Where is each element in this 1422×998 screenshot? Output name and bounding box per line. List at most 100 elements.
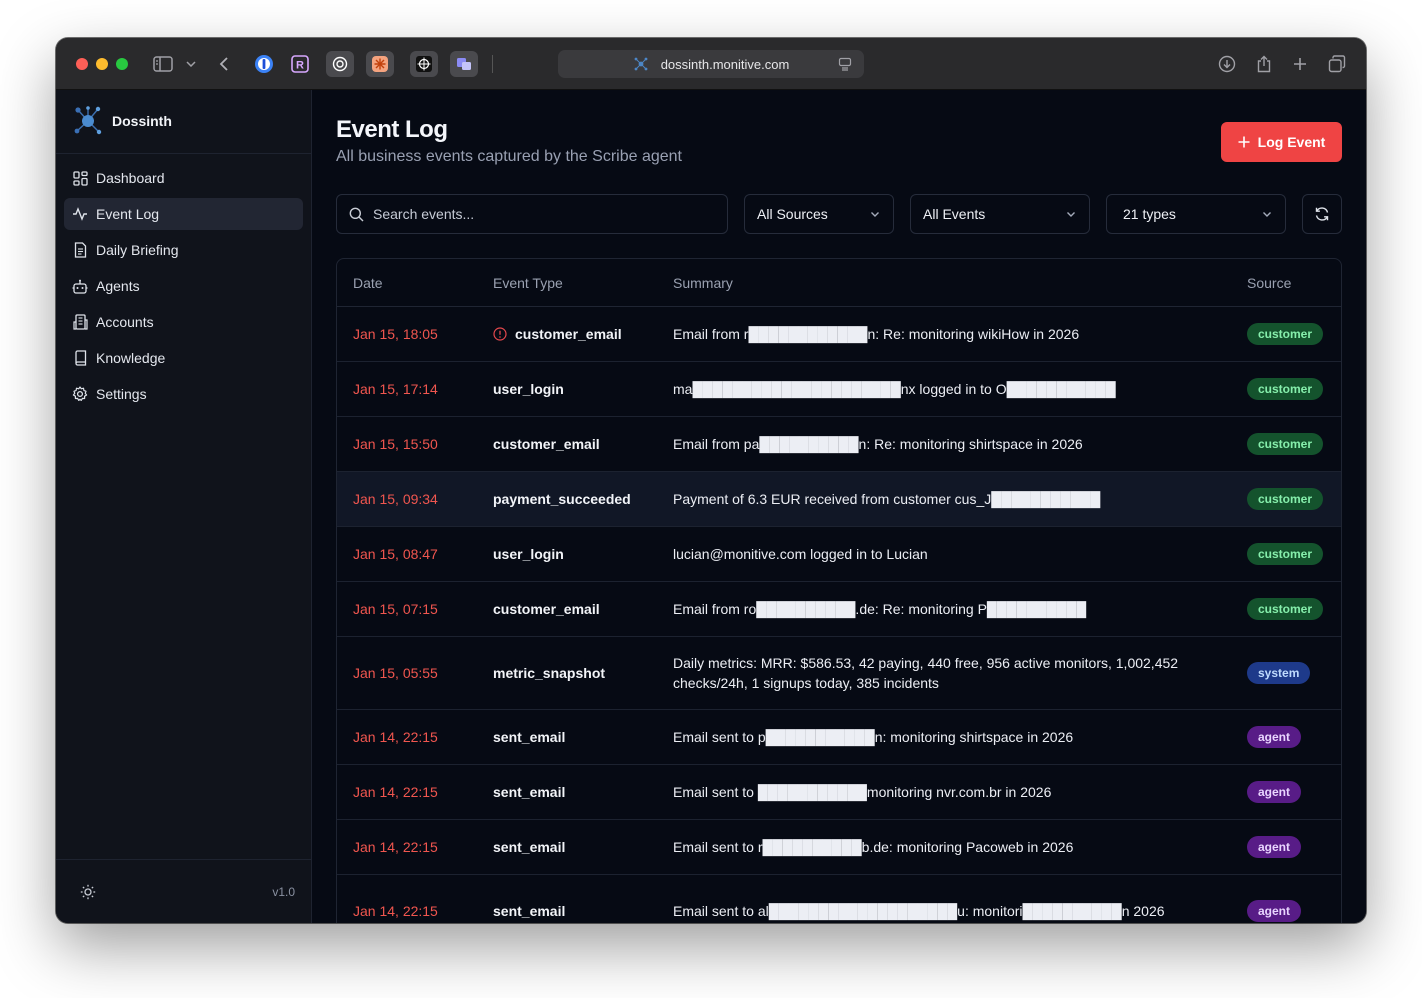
refresh-button[interactable] [1302,194,1342,234]
toolbar-divider [492,55,493,73]
event-filter-select[interactable]: All Events [910,194,1090,234]
plus-icon [1238,136,1250,148]
theme-toggle-sun-icon[interactable] [80,884,96,900]
browser-window: R dossinth.monitive.com [56,38,1366,923]
sidebar-item-knowledge[interactable]: Knowledge [64,342,303,374]
event-summary: Email from r████████████n: Re: monitorin… [673,326,1080,342]
terminal-extension-icon[interactable] [410,51,438,77]
event-date: Jan 14, 22:15 [353,839,438,855]
event-summary: Email from pa██████████n: Re: monitoring… [673,436,1083,452]
column-header-summary[interactable]: Summary [673,274,733,291]
event-type: sent_email [493,784,566,800]
table-row[interactable]: Jan 15, 18:05 customer_email Email from … [337,307,1341,362]
event-summary: Email sent to r██████████b.de: monitorin… [673,839,1074,855]
source-badge: agent [1247,836,1302,858]
source-filter-select[interactable]: All Sources [744,194,894,234]
source-filter-value: All Sources [757,206,828,222]
tab-overview-icon[interactable] [1326,53,1348,75]
openai-extension-icon[interactable] [326,51,354,77]
alert-circle-icon [493,327,507,341]
building-icon [72,314,88,330]
chevron-down-icon[interactable] [184,53,198,75]
brand-header: Dossinth [56,90,311,154]
reader-mode-icon[interactable] [838,57,852,71]
table-row[interactable]: Jan 15, 09:34 payment_succeeded Payment … [337,472,1341,527]
event-type: user_login [493,381,564,397]
source-badge: agent [1247,900,1302,922]
event-date: Jan 15, 15:50 [353,436,438,452]
table-row[interactable]: Jan 14, 22:15 sent_email Email sent to █… [337,765,1341,820]
event-date: Jan 15, 05:55 [353,665,438,681]
sidebar-nav: Dashboard Event Log Daily Briefing Agent… [64,162,303,414]
source-badge: customer [1247,378,1324,400]
page-title: Event Log [336,116,448,143]
table-row[interactable]: Jan 14, 22:15 sent_email Email sent to r… [337,820,1341,875]
claude-extension-icon[interactable] [366,51,394,77]
event-type: sent_email [493,903,566,919]
table-row[interactable]: Jan 14, 22:15 sent_email Email sent to p… [337,710,1341,765]
gear-icon [72,386,88,402]
event-date: Jan 15, 09:34 [353,491,438,507]
source-badge: agent [1247,726,1302,748]
grid-icon [72,170,88,186]
sidebar-item-dashboard[interactable]: Dashboard [64,162,303,194]
sidebar-item-label: Dashboard [96,170,165,186]
source-badge: customer [1247,323,1324,345]
sidebar-item-agents[interactable]: Agents [64,270,303,302]
close-window-button[interactable] [76,58,88,70]
sidebar-item-event-log[interactable]: Event Log [64,198,303,230]
minimize-window-button[interactable] [96,58,108,70]
event-summary: Email sent to al███████████████████u: mo… [673,903,1165,919]
url-text: dossinth.monitive.com [660,56,790,72]
event-filter-value: All Events [923,206,986,222]
column-header-event-type[interactable]: Event Type [493,274,563,291]
new-tab-icon[interactable] [1290,53,1310,75]
sidebar-footer: v1.0 [56,859,311,923]
share-icon[interactable] [1254,53,1274,75]
sidebar-item-settings[interactable]: Settings [64,378,303,410]
sidebar-toggle-icon[interactable] [152,53,174,75]
downloads-icon[interactable] [1216,53,1238,75]
search-input[interactable] [373,206,703,222]
sidebar-item-label: Daily Briefing [96,242,179,258]
column-header-date[interactable]: Date [353,274,383,291]
event-type: user_login [493,546,564,562]
event-type: sent_email [493,729,566,745]
app-name: Dossinth [112,113,172,129]
table-row[interactable]: Jan 15, 07:15 customer_email Email from … [337,582,1341,637]
sidebar-item-label: Event Log [96,206,160,222]
event-type: customer_email [515,326,622,342]
event-type: customer_email [493,436,600,452]
table-row[interactable]: Jan 14, 22:15 sent_email Email sent to a… [337,875,1341,923]
log-event-button[interactable]: Log Event [1221,122,1342,162]
source-badge: customer [1247,488,1324,510]
password-manager-extension-icon[interactable] [250,51,278,77]
sidebar-item-accounts[interactable]: Accounts [64,306,303,338]
table-row[interactable]: Jan 15, 17:14 user_login ma█████████████… [337,362,1341,417]
dossinth-logo-icon [74,106,102,135]
back-icon[interactable] [216,53,232,75]
table-row[interactable]: Jan 15, 15:50 customer_email Email from … [337,417,1341,472]
column-header-source[interactable]: Source [1247,274,1292,291]
event-date: Jan 15, 08:47 [353,546,438,562]
chevron-down-icon [1067,212,1075,217]
svg-text:R: R [296,60,304,72]
event-date: Jan 15, 18:05 [353,326,438,342]
refresh-icon [1315,207,1329,221]
event-date: Jan 15, 07:15 [353,601,438,617]
book-icon [72,350,88,366]
tabs-extension-icon[interactable] [450,51,478,77]
event-date: Jan 14, 22:15 [353,784,438,800]
sidebar-item-label: Knowledge [96,350,166,366]
activity-icon [72,206,88,222]
event-type: customer_email [493,601,600,617]
types-filter-select[interactable]: 21 types [1106,194,1286,234]
source-badge: customer [1247,543,1324,565]
r-extension-icon[interactable]: R [286,51,314,77]
table-row[interactable]: Jan 15, 05:55 metric_snapshot Daily metr… [337,637,1341,710]
sidebar-item-daily-briefing[interactable]: Daily Briefing [64,234,303,266]
zoom-window-button[interactable] [116,58,128,70]
address-bar[interactable]: dossinth.monitive.com [558,50,864,78]
event-type: payment_succeeded [493,491,631,507]
table-row[interactable]: Jan 15, 08:47 user_login lucian@monitive… [337,527,1341,582]
